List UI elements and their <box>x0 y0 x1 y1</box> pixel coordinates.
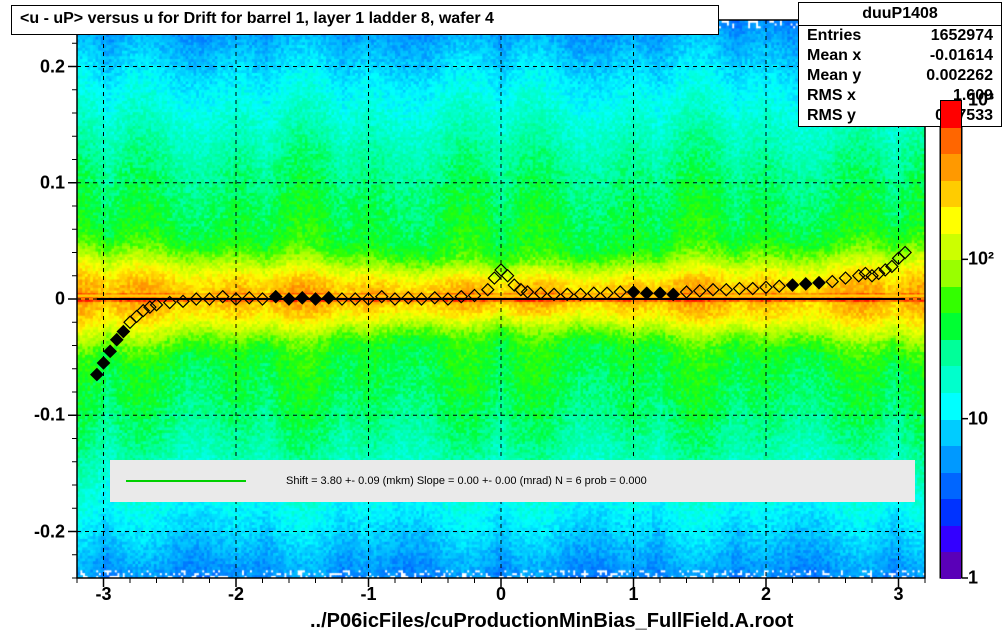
colorbar-segment <box>941 128 961 155</box>
colorbar-tick-label: 10² <box>968 249 994 270</box>
colorbar-tick-label: 10 <box>968 408 988 429</box>
ytick-label: 0.1 <box>5 172 65 193</box>
fit-legend-text: Shift = 3.80 +- 0.09 (mkm) Slope = 0.00 … <box>286 475 647 487</box>
root-canvas: <u - uP> versus u for Drift for barrel 1… <box>0 0 1006 637</box>
stats-label: Mean y <box>807 66 861 86</box>
stats-value: 1652974 <box>931 26 993 46</box>
colorbar-segment <box>941 499 961 526</box>
colorbar-tick-label: 1 <box>968 568 978 589</box>
ytick-label: -0.2 <box>5 521 65 542</box>
stats-row: Mean y 0.002262 <box>799 66 1001 86</box>
stats-row: Entries 1652974 <box>799 26 1001 46</box>
xtick-label: 0 <box>496 584 506 605</box>
colorbar-segment <box>941 340 961 367</box>
ytick-label: 0.2 <box>5 56 65 77</box>
stats-label: RMS y <box>807 106 856 126</box>
xtick-label: 1 <box>628 584 638 605</box>
stats-title: duuP1408 <box>799 3 1001 26</box>
colorbar-segment <box>941 366 961 393</box>
plot-title-box: <u - uP> versus u for Drift for barrel 1… <box>11 5 719 35</box>
stats-label: Mean x <box>807 46 861 66</box>
xtick-label: -3 <box>95 584 111 605</box>
colorbar-segment <box>941 260 961 287</box>
colorbar-segment <box>941 393 961 420</box>
colorbar-segment <box>941 287 961 314</box>
xtick-label: 2 <box>761 584 771 605</box>
xaxis-title: ../P06icFiles/cuProductionMinBias_FullFi… <box>310 610 793 633</box>
fit-legend-box: Shift = 3.80 +- 0.09 (mkm) Slope = 0.00 … <box>110 460 915 502</box>
stats-row: Mean x -0.01614 <box>799 46 1001 66</box>
stats-label: RMS x <box>807 86 856 106</box>
colorbar <box>940 100 962 578</box>
colorbar-segment <box>941 207 961 234</box>
plot-title-text: <u - uP> versus u for Drift for barrel 1… <box>20 10 494 27</box>
colorbar-segment <box>941 313 961 340</box>
stats-label: Entries <box>807 26 861 46</box>
colorbar-tick-label: 10³ <box>968 90 994 111</box>
stats-value: 0.002262 <box>926 66 993 86</box>
colorbar-segment <box>941 181 961 208</box>
colorbar-segment <box>941 473 961 500</box>
colorbar-segment <box>941 552 961 579</box>
colorbar-segment <box>941 101 961 128</box>
colorbar-segment <box>941 234 961 261</box>
colorbar-segment <box>941 446 961 473</box>
fit-legend-line <box>126 480 246 482</box>
colorbar-segment <box>941 154 961 181</box>
ytick-label: -0.1 <box>5 405 65 426</box>
stats-value: -0.01614 <box>930 46 993 66</box>
ytick-label: 0 <box>5 289 65 310</box>
xtick-label: -2 <box>228 584 244 605</box>
xtick-label: 3 <box>893 584 903 605</box>
colorbar-segment <box>941 526 961 553</box>
xtick-label: -1 <box>360 584 376 605</box>
colorbar-segment <box>941 420 961 447</box>
